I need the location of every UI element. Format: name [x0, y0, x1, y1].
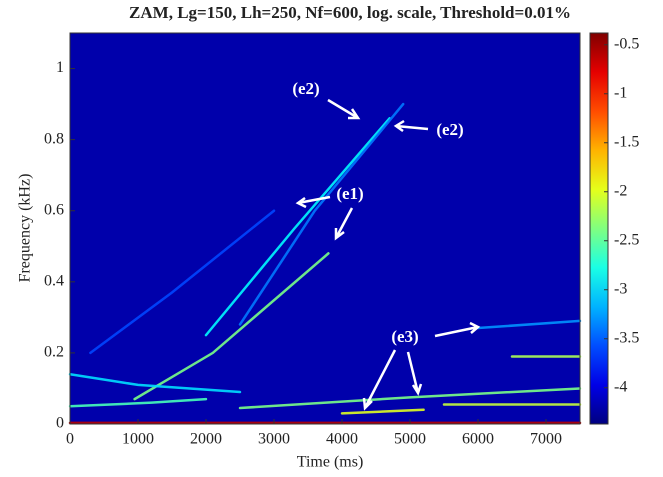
colorbar-tick-label: -1.5 — [614, 133, 639, 150]
ridge — [89, 209, 276, 355]
plot-frame — [69, 32, 581, 425]
colorbar-tick-label: -1 — [614, 84, 627, 101]
ridge — [68, 372, 242, 394]
y-tick-label: 0.2 — [44, 344, 64, 361]
colorbar-tick-label: -3 — [614, 280, 627, 297]
x-tick-label: 1000 — [122, 431, 154, 448]
annotation: (e2) — [436, 120, 463, 139]
annotation: (e2) — [292, 79, 319, 98]
annotation: (e1) — [336, 184, 363, 203]
ridge — [133, 252, 330, 401]
colorbar-tick-label: -4 — [614, 378, 627, 395]
x-tick-label: 2000 — [190, 431, 222, 448]
x-tick-label: 7000 — [530, 431, 562, 448]
annotations: (e2) (e2) (e1) (e3) — [292, 79, 481, 411]
x-tick-label: 3000 — [258, 431, 290, 448]
colorbar-tick-label: -3.5 — [614, 329, 639, 346]
y-tick-label: 1 — [56, 59, 64, 76]
colorbar-tick-label: -2 — [614, 182, 627, 199]
x-tick-label: 5000 — [394, 431, 426, 448]
colorbar-tick-label: -0.5 — [614, 35, 639, 52]
y-tick-label: 0.8 — [44, 130, 64, 147]
chart-title: ZAM, Lg=150, Lh=250, Nf=600, log. scale,… — [129, 3, 571, 22]
annotation: (e3) — [391, 327, 418, 346]
ridge — [238, 387, 582, 410]
arrow — [327, 98, 361, 120]
ridge — [238, 102, 405, 326]
x-axis-label: Time (ms) — [297, 454, 364, 471]
y-axis-label: Frequency (kHz) — [17, 174, 34, 283]
arrow — [334, 207, 354, 241]
arrow — [434, 321, 481, 338]
colorbar-tick-label: -2.5 — [614, 231, 639, 248]
arrow — [406, 351, 423, 396]
arrow — [295, 195, 331, 209]
y-tick-label: 0.6 — [44, 201, 64, 218]
ridge — [204, 117, 391, 337]
spectrogram-background — [70, 33, 580, 424]
x-tick-label: 4000 — [326, 431, 358, 448]
x-tick-label: 0 — [66, 431, 74, 448]
y-tick-label: 0 — [56, 415, 64, 432]
plot-area — [68, 33, 582, 425]
y-tick-label: 0.4 — [44, 272, 64, 289]
ridge — [476, 319, 582, 330]
colorbar — [589, 32, 609, 425]
ridge — [68, 397, 208, 408]
ridge — [340, 408, 425, 415]
arrow — [393, 119, 429, 133]
x-tick-label: 6000 — [462, 431, 494, 448]
arrow — [362, 349, 397, 411]
